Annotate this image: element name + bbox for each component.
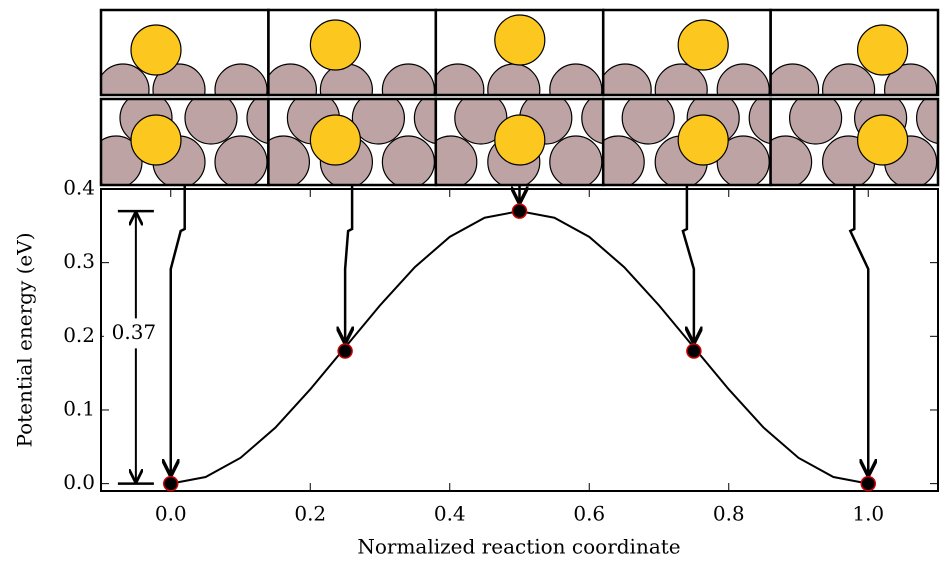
adatom <box>494 14 546 66</box>
pointer-arrow <box>345 186 352 342</box>
pointer-arrow <box>848 186 868 475</box>
atom-panel <box>603 19 770 95</box>
plot-frame <box>100 188 939 492</box>
substrate-atom <box>381 63 435 95</box>
pointer-arrow <box>681 186 694 342</box>
substrate-atom <box>603 135 645 185</box>
substrate-atom <box>884 63 938 95</box>
x-axis-label: Normalized reaction coordinate <box>357 535 680 559</box>
substrate-atom <box>549 135 603 185</box>
image-point <box>860 475 876 492</box>
adatom <box>677 114 729 166</box>
x-tick-label: 0.0 <box>155 502 187 526</box>
barrier-label: 0.37 <box>112 320 157 344</box>
substrate-atom <box>214 63 268 95</box>
atom-panel <box>268 99 436 185</box>
x-tick-label: 0.6 <box>573 502 605 526</box>
atom-panel <box>435 99 604 185</box>
x-tick-label: 0.8 <box>713 502 745 526</box>
substrate-atom <box>603 63 652 95</box>
atom-panel <box>101 99 269 185</box>
panel-frame <box>769 8 940 97</box>
adatom <box>130 114 182 166</box>
substrate-atom <box>435 135 478 185</box>
atom-panel <box>770 24 938 95</box>
substrate-atom <box>268 63 317 95</box>
atom-panel <box>268 19 435 95</box>
image-point <box>511 203 528 219</box>
substrate-atom <box>716 63 770 95</box>
substrate-atom <box>770 63 820 95</box>
substrate-atom <box>581 99 604 145</box>
substrate-atom <box>101 63 150 95</box>
x-tick-label: 0.2 <box>294 502 326 526</box>
substrate-atom <box>822 63 876 95</box>
substrate-atom <box>101 135 143 185</box>
x-tick-label: 1.0 <box>852 502 884 526</box>
y-axis-label: Potential energy (eV) <box>13 232 37 447</box>
substrate-atom <box>268 135 310 185</box>
adatom <box>677 19 729 71</box>
substrate-atom <box>549 63 603 95</box>
y-tick-label: 0.1 <box>63 396 95 420</box>
substrate-atom <box>916 99 938 145</box>
barrier-label-bg <box>103 318 164 349</box>
adatom <box>494 114 546 166</box>
substrate-atom <box>246 99 269 145</box>
atom-panel <box>770 99 938 185</box>
substrate-atom <box>351 99 405 145</box>
substrate-atom <box>413 99 436 145</box>
atom-panel <box>101 24 268 95</box>
substrate-atom <box>184 99 238 145</box>
y-tick-label: 0.2 <box>63 323 95 347</box>
image-point <box>163 475 179 492</box>
y-tick-label: 0.0 <box>63 470 95 494</box>
y-tick-label: 0.4 <box>63 176 95 200</box>
y-tick-label: 0.3 <box>63 249 95 273</box>
substrate-atom <box>381 135 435 185</box>
pointer-arrow <box>171 186 186 475</box>
substrate-atom <box>770 135 813 185</box>
energy-curve <box>170 210 869 485</box>
adatom <box>309 114 361 166</box>
substrate-atom <box>716 135 770 185</box>
image-point <box>337 343 353 359</box>
adatom <box>856 24 909 76</box>
substrate-atom <box>789 99 843 145</box>
substrate-atom <box>214 135 268 185</box>
substrate-atom <box>748 99 771 145</box>
substrate-atom <box>435 63 485 95</box>
x-tick-label: 0.4 <box>434 502 466 526</box>
substrate-atom <box>621 99 675 145</box>
atom-panel <box>603 99 771 185</box>
image-point <box>686 343 702 359</box>
adatom <box>130 24 182 76</box>
adatom <box>309 19 361 71</box>
adatom <box>856 114 909 166</box>
substrate-atom <box>654 63 708 95</box>
atom-panel <box>435 14 603 95</box>
panel-frame <box>769 97 940 187</box>
